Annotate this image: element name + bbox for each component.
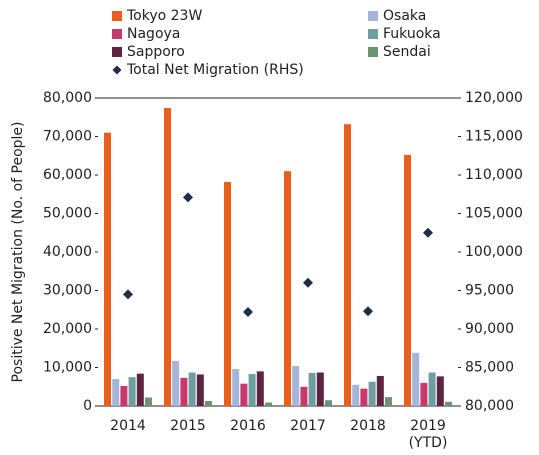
legend-swatch bbox=[368, 47, 378, 57]
bar bbox=[445, 401, 452, 406]
y2-tick-label: 95,000 bbox=[465, 283, 514, 299]
y-axis-title: Positive Net Migration (No. of People) bbox=[10, 122, 26, 383]
bar bbox=[420, 382, 428, 406]
bar bbox=[232, 369, 240, 406]
legend-label: Sendai bbox=[383, 44, 431, 60]
bar bbox=[284, 171, 291, 406]
y-tick-label: 30,000 bbox=[43, 283, 92, 299]
y2-tick-label: 80,000 bbox=[465, 398, 514, 414]
bar bbox=[404, 154, 411, 406]
bar bbox=[292, 365, 300, 406]
bar bbox=[104, 132, 111, 406]
y-tick-label: 40,000 bbox=[43, 244, 92, 260]
y-tick-label: 60,000 bbox=[43, 167, 92, 183]
y-tick-label: 80,000 bbox=[43, 90, 92, 106]
y-tick-label: 10,000 bbox=[43, 360, 92, 376]
y2-tick-label: 90,000 bbox=[465, 321, 514, 337]
legend-label: Fukuoka bbox=[383, 26, 441, 42]
bar bbox=[325, 400, 332, 406]
bar bbox=[180, 377, 188, 406]
x-tick-label: 2016 bbox=[230, 418, 266, 434]
bar bbox=[188, 372, 196, 406]
legend-swatch bbox=[112, 11, 122, 21]
bar bbox=[352, 384, 360, 406]
legend-label: Nagoya bbox=[127, 26, 180, 42]
bar bbox=[164, 108, 171, 406]
x-tick-label: 2018 bbox=[350, 418, 386, 434]
y2-tick-label: 100,000 bbox=[465, 244, 523, 260]
bar bbox=[428, 372, 436, 406]
y2-tick-label: 115,000 bbox=[465, 129, 523, 145]
rhs-marker bbox=[183, 192, 193, 203]
legend-label: Sapporo bbox=[127, 44, 185, 60]
bar bbox=[205, 400, 212, 406]
rhs-marker bbox=[363, 306, 373, 317]
bar bbox=[196, 374, 204, 406]
y-tick-label: 20,000 bbox=[43, 321, 92, 337]
bar bbox=[128, 377, 136, 406]
y2-tick-label: 85,000 bbox=[465, 360, 514, 376]
x-tick-label: 2014 bbox=[110, 418, 146, 434]
bar bbox=[360, 388, 368, 406]
bar bbox=[224, 181, 231, 406]
bar bbox=[248, 374, 256, 406]
legend-label: Osaka bbox=[383, 8, 426, 24]
legend-swatch bbox=[368, 11, 378, 21]
bar bbox=[240, 383, 248, 406]
bar bbox=[344, 124, 351, 407]
y-tick-label: 0 bbox=[83, 398, 92, 414]
bar bbox=[385, 397, 392, 406]
y2-tick-label: 120,000 bbox=[465, 90, 523, 106]
bar bbox=[368, 381, 376, 406]
y2-tick-label: 105,000 bbox=[465, 206, 523, 222]
bar bbox=[316, 372, 324, 406]
legend-marker bbox=[112, 65, 122, 75]
y-tick-label: 70,000 bbox=[43, 129, 92, 145]
x-tick-label: 2017 bbox=[290, 418, 326, 434]
legend-label: Total Net Migration (RHS) bbox=[126, 62, 304, 78]
rhs-marker bbox=[423, 227, 433, 238]
legend-swatch bbox=[112, 47, 122, 57]
bar bbox=[300, 386, 308, 406]
legend-swatch bbox=[112, 29, 122, 39]
y2-tick-label: 110,000 bbox=[465, 167, 523, 183]
bar bbox=[256, 371, 264, 406]
rhs-marker bbox=[243, 307, 253, 318]
rhs-marker bbox=[123, 289, 133, 300]
bar bbox=[308, 372, 316, 406]
bar bbox=[112, 379, 120, 406]
bar bbox=[136, 373, 144, 406]
bar bbox=[376, 375, 384, 406]
bar bbox=[145, 397, 152, 406]
bar bbox=[120, 385, 128, 406]
y-tick-label: 50,000 bbox=[43, 206, 92, 222]
rhs-marker bbox=[303, 277, 313, 288]
x-tick-label: 2019 (YTD) bbox=[409, 418, 448, 451]
bar bbox=[172, 360, 180, 406]
bar bbox=[412, 352, 420, 406]
legend-swatch bbox=[368, 29, 378, 39]
bar bbox=[265, 402, 272, 406]
bar bbox=[436, 376, 444, 406]
legend-label: Tokyo 23W bbox=[126, 8, 202, 24]
x-tick-label: 2015 bbox=[170, 418, 206, 434]
